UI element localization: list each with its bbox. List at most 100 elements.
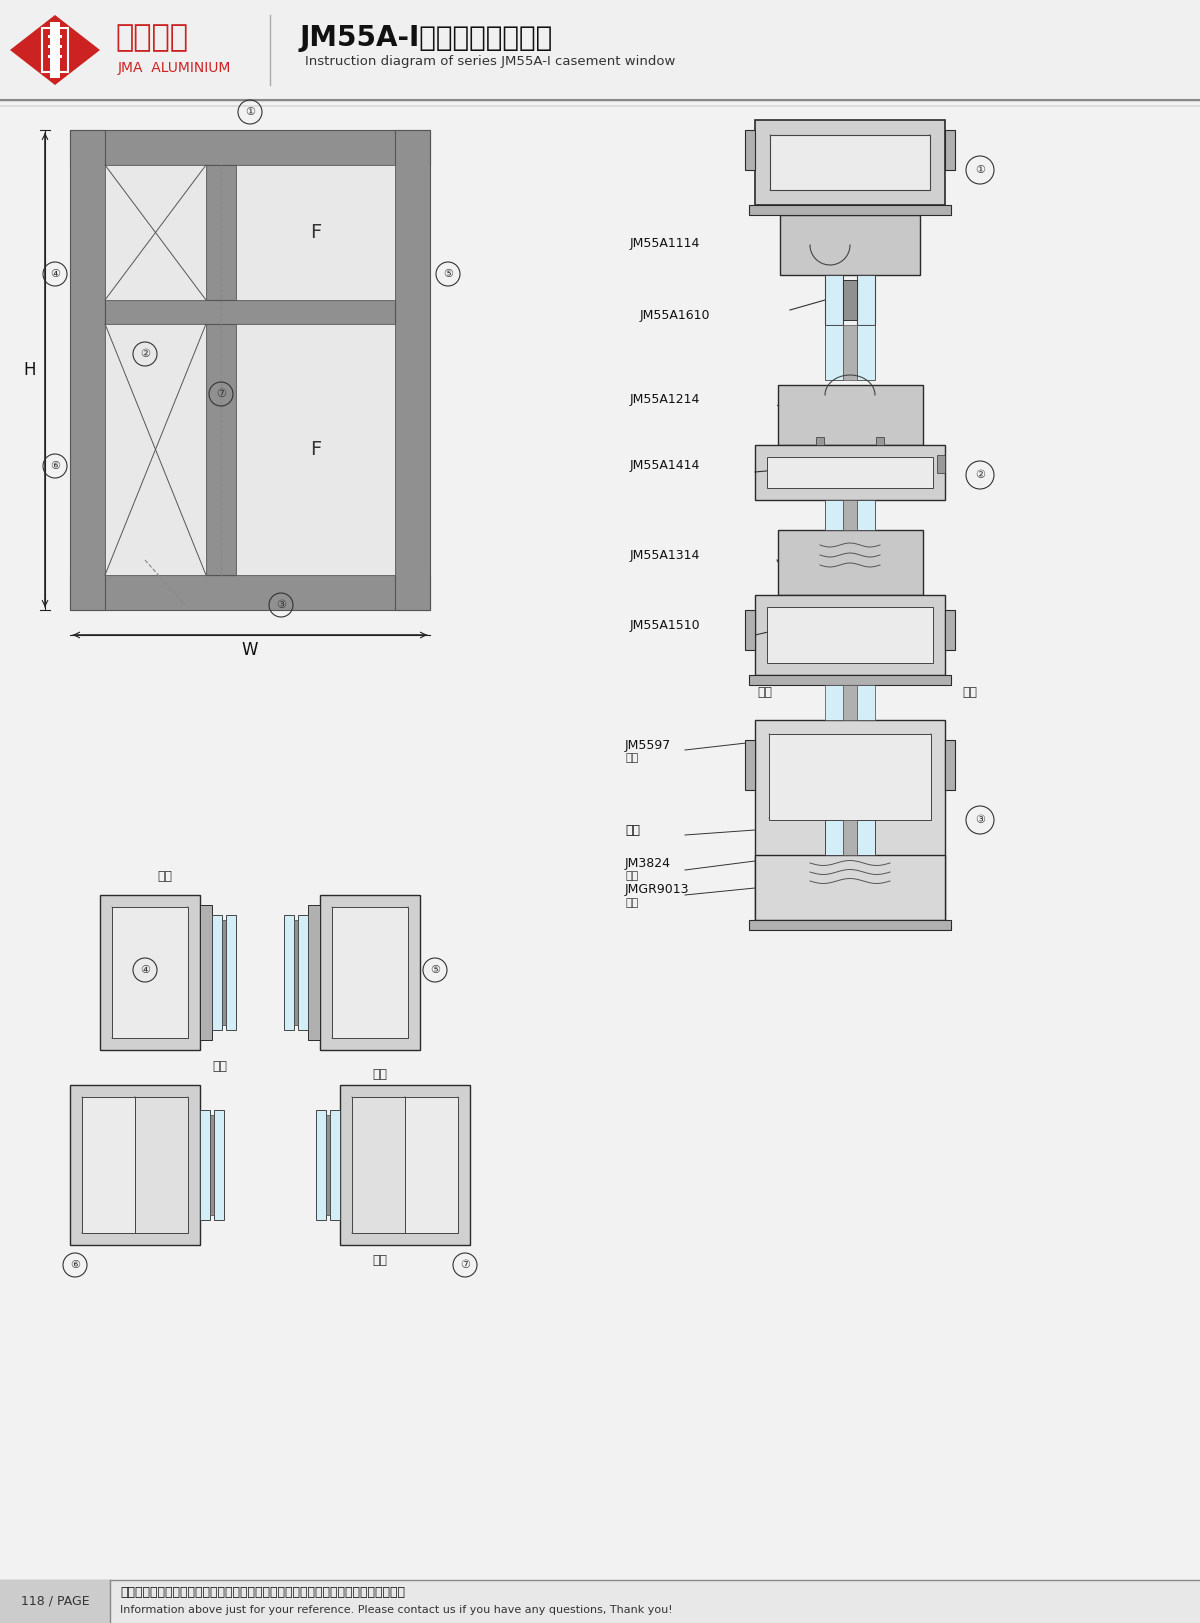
- Bar: [0, 76, 1200, 80]
- Bar: [226, 915, 236, 1031]
- Bar: [106, 325, 206, 575]
- Bar: [236, 325, 395, 575]
- Text: H: H: [24, 360, 36, 380]
- Text: JM55A1314: JM55A1314: [630, 549, 701, 562]
- Bar: [0, 99, 1200, 102]
- Text: 室外: 室外: [372, 1253, 388, 1266]
- Bar: [48, 55, 62, 58]
- Text: ⑥: ⑥: [50, 461, 60, 471]
- Bar: [326, 1115, 330, 1216]
- Bar: [842, 325, 857, 380]
- Bar: [0, 0, 1200, 101]
- Text: 室内: 室内: [212, 1060, 228, 1073]
- Bar: [767, 607, 934, 664]
- Bar: [842, 685, 857, 721]
- Bar: [0, 71, 1200, 75]
- Text: JMGR9013: JMGR9013: [625, 883, 690, 896]
- Text: JM55A1414: JM55A1414: [630, 459, 701, 472]
- Text: ⑥: ⑥: [70, 1259, 80, 1271]
- Bar: [42, 28, 68, 71]
- Text: ②: ②: [974, 471, 985, 480]
- Bar: [50, 23, 60, 78]
- Bar: [857, 325, 875, 380]
- Text: 角码: 角码: [625, 898, 638, 907]
- Bar: [0, 60, 1200, 63]
- Bar: [946, 740, 955, 790]
- Bar: [222, 920, 226, 1026]
- Bar: [0, 23, 1200, 24]
- Text: JM55A1610: JM55A1610: [640, 308, 710, 321]
- Text: ⑤: ⑤: [430, 966, 440, 975]
- Bar: [0, 67, 1200, 68]
- Text: W: W: [241, 641, 258, 659]
- Bar: [0, 55, 1200, 57]
- Bar: [826, 500, 842, 531]
- Bar: [0, 11, 1200, 13]
- Bar: [767, 458, 934, 489]
- Bar: [406, 1097, 458, 1233]
- Bar: [0, 49, 1200, 52]
- Bar: [0, 39, 1200, 41]
- Bar: [826, 820, 842, 855]
- Bar: [308, 906, 320, 1040]
- Text: ②: ②: [140, 349, 150, 359]
- Bar: [749, 675, 952, 685]
- Bar: [82, 1097, 134, 1233]
- Text: ⑦: ⑦: [460, 1259, 470, 1271]
- Bar: [0, 104, 1200, 107]
- Text: 118 / PAGE: 118 / PAGE: [20, 1594, 89, 1607]
- Text: ③: ③: [974, 815, 985, 824]
- Text: 角码: 角码: [625, 753, 638, 763]
- Bar: [826, 325, 842, 380]
- Bar: [320, 894, 420, 1050]
- Polygon shape: [70, 575, 430, 610]
- Bar: [937, 454, 946, 472]
- Bar: [332, 907, 408, 1039]
- Bar: [770, 135, 930, 190]
- Bar: [755, 855, 946, 920]
- Text: JM3824: JM3824: [625, 857, 671, 870]
- Text: 角码: 角码: [625, 872, 638, 881]
- Bar: [0, 28, 1200, 29]
- Bar: [0, 32, 1200, 36]
- Text: Information above just for your reference. Please contact us if you have any que: Information above just for your referenc…: [120, 1605, 673, 1615]
- Bar: [745, 610, 755, 649]
- Text: 坚美铝业: 坚美铝业: [115, 23, 188, 52]
- Polygon shape: [206, 166, 236, 575]
- Bar: [106, 166, 206, 300]
- Bar: [857, 500, 875, 531]
- Bar: [816, 437, 824, 445]
- Bar: [200, 1110, 210, 1220]
- Text: 窗撑: 窗撑: [625, 823, 640, 836]
- Text: ⑦: ⑦: [216, 390, 226, 399]
- Bar: [745, 130, 755, 170]
- Bar: [330, 1110, 340, 1220]
- Bar: [0, 16, 1200, 19]
- Bar: [857, 820, 875, 855]
- Bar: [778, 531, 923, 596]
- Bar: [0, 1581, 1200, 1623]
- Bar: [48, 36, 62, 37]
- Bar: [0, 5, 1200, 8]
- Bar: [755, 445, 946, 500]
- Bar: [316, 1110, 326, 1220]
- Text: ③: ③: [276, 601, 286, 610]
- Bar: [749, 204, 952, 214]
- Bar: [100, 894, 200, 1050]
- Bar: [946, 610, 955, 649]
- Bar: [352, 1097, 406, 1233]
- Bar: [70, 1086, 200, 1245]
- Bar: [298, 915, 308, 1031]
- Text: JM55A1214: JM55A1214: [630, 393, 701, 406]
- Text: ①: ①: [245, 107, 256, 117]
- Text: Instruction diagram of series JM55A-I casement window: Instruction diagram of series JM55A-I ca…: [305, 55, 676, 68]
- Bar: [0, 83, 1200, 84]
- Bar: [212, 915, 222, 1031]
- Bar: [755, 120, 946, 204]
- Bar: [749, 920, 952, 930]
- Text: ④: ④: [140, 966, 150, 975]
- Bar: [842, 500, 857, 531]
- Bar: [857, 685, 875, 721]
- Bar: [857, 274, 875, 325]
- Bar: [826, 274, 842, 325]
